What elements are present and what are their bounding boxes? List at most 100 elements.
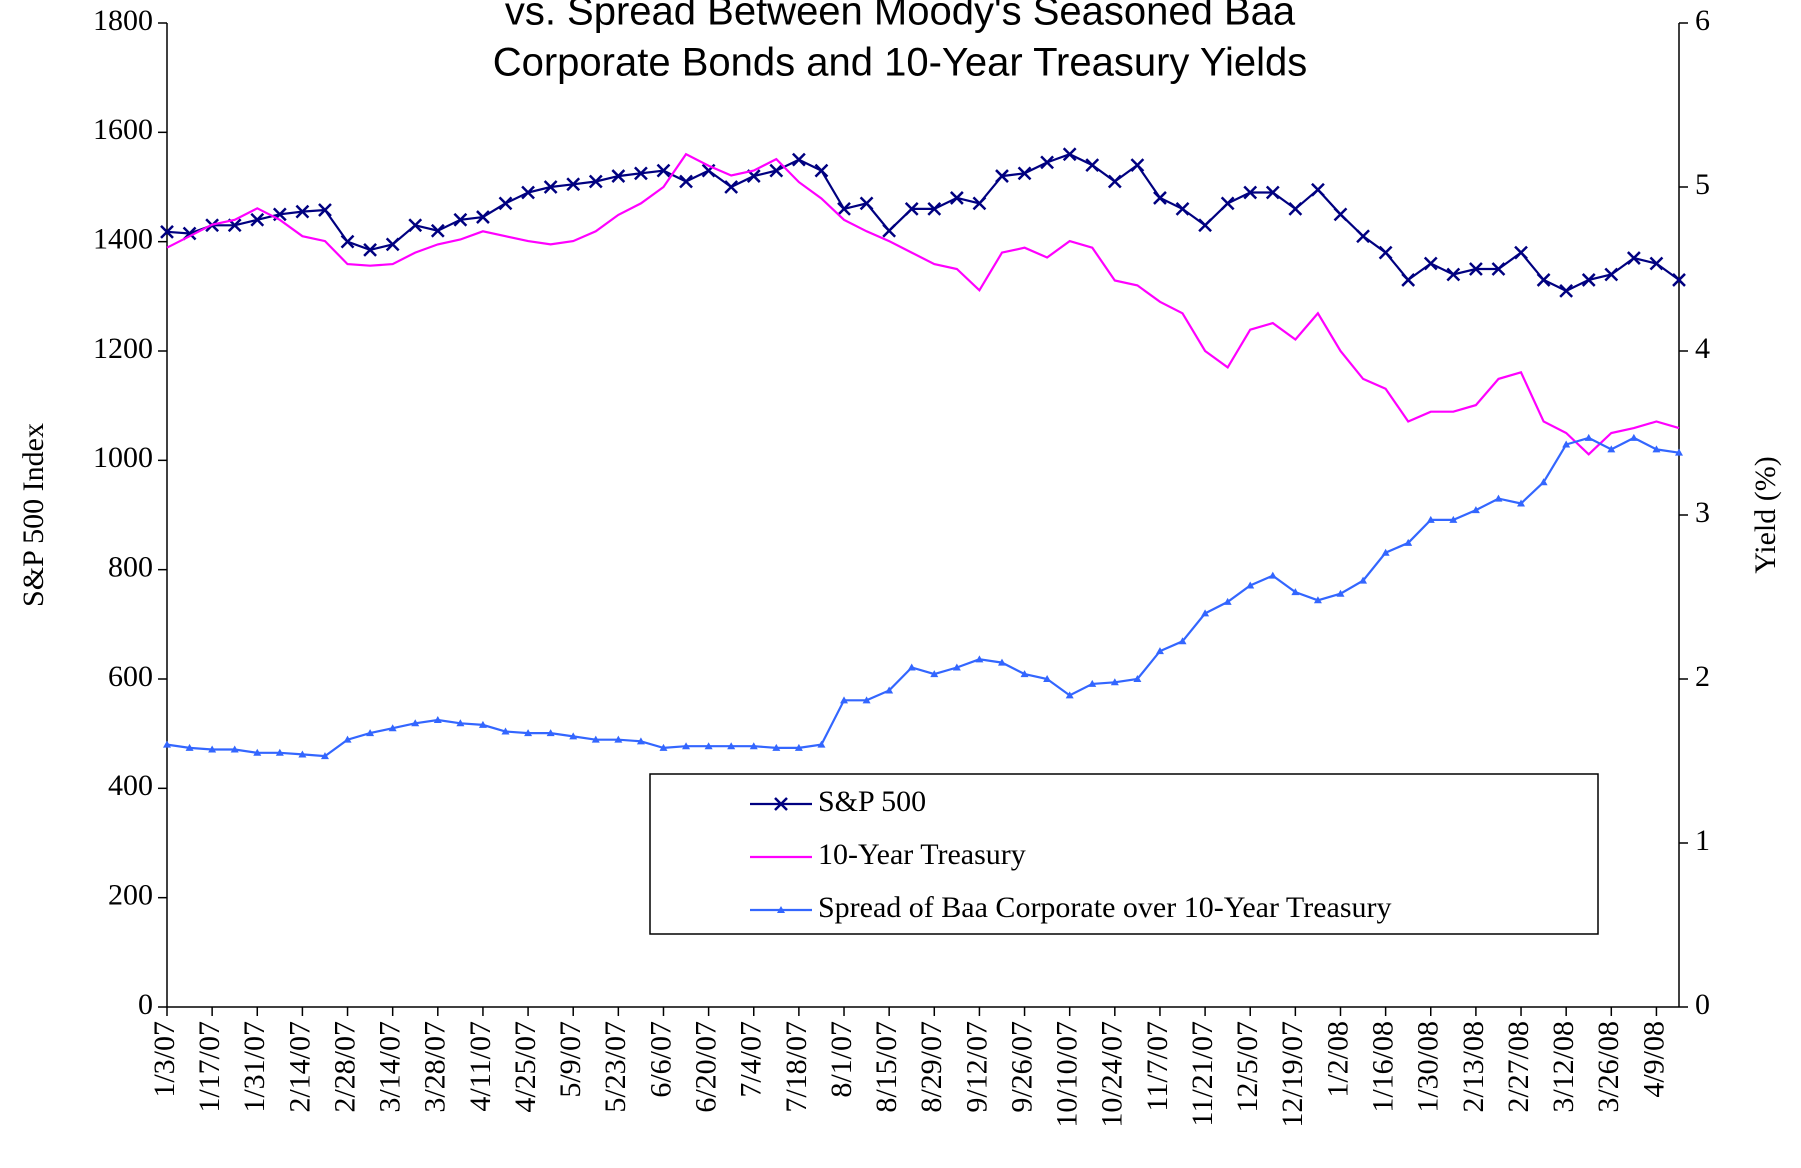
marker <box>185 743 194 751</box>
series-line <box>166 436 1680 758</box>
marker <box>927 201 942 216</box>
marker <box>295 204 310 219</box>
x-tick-label: 11/7/07 <box>1141 1021 1174 1112</box>
marker <box>1536 273 1551 287</box>
marker <box>1155 647 1164 655</box>
series-line <box>166 153 1680 293</box>
marker <box>1675 448 1683 456</box>
y2-tick-label: 1 <box>1695 824 1710 857</box>
marker <box>1426 515 1435 523</box>
marker <box>453 212 468 227</box>
marker <box>1175 201 1190 216</box>
marker <box>1491 262 1506 276</box>
marker <box>1584 433 1593 441</box>
marker <box>794 743 803 751</box>
marker <box>1268 571 1277 579</box>
y-tick-label: 400 <box>108 769 153 802</box>
marker <box>1539 478 1548 486</box>
marker <box>614 735 623 743</box>
marker <box>1469 262 1483 276</box>
marker <box>1288 201 1303 216</box>
y-axis-label: S&P 500 Index <box>17 423 50 607</box>
marker <box>930 670 939 678</box>
marker <box>388 724 397 732</box>
marker <box>160 224 174 239</box>
marker <box>1471 506 1480 514</box>
marker <box>634 166 648 181</box>
marker <box>774 797 788 811</box>
marker <box>298 750 307 758</box>
x-tick-label: 9/12/07 <box>960 1021 993 1113</box>
marker <box>679 174 693 189</box>
marker <box>949 191 964 205</box>
marker <box>433 716 442 723</box>
marker <box>1243 185 1258 200</box>
marker <box>814 163 829 178</box>
x-tick-label: 3/14/07 <box>374 1021 407 1113</box>
chart-title: vs. Spread Between Moody's Seasoned Baa <box>505 0 1296 34</box>
marker <box>569 732 578 740</box>
marker <box>1130 158 1145 173</box>
marker <box>340 234 355 249</box>
x-tick-label: 5/9/07 <box>554 1021 587 1098</box>
x-tick-label: 3/28/07 <box>419 1021 452 1113</box>
marker <box>1404 538 1413 546</box>
marker <box>772 743 781 751</box>
marker <box>1062 147 1077 162</box>
marker <box>859 196 874 211</box>
y2-tick-label: 6 <box>1695 4 1710 37</box>
marker <box>1020 670 1029 678</box>
y2-axis-label: Yield (%) <box>1749 456 1782 573</box>
y2-tick-label: 4 <box>1695 332 1710 365</box>
marker <box>1065 691 1074 699</box>
marker <box>975 655 984 663</box>
marker <box>1040 155 1055 170</box>
y-tick-label: 0 <box>138 988 153 1021</box>
marker <box>498 196 513 211</box>
marker <box>904 201 919 216</box>
marker <box>385 237 400 252</box>
marker <box>456 719 465 727</box>
marker <box>1626 251 1641 265</box>
x-tick-label: 8/1/07 <box>825 1021 858 1098</box>
marker <box>476 210 490 224</box>
x-tick-label: 1/3/07 <box>148 1021 181 1098</box>
marker <box>1333 207 1348 222</box>
y-tick-label: 1000 <box>93 441 153 474</box>
marker <box>1607 445 1616 453</box>
x-tick-label: 3/12/08 <box>1547 1021 1580 1113</box>
marker <box>546 729 555 737</box>
marker <box>208 745 217 753</box>
marker <box>1201 609 1210 617</box>
marker <box>588 174 603 189</box>
x-tick-label: 4/25/07 <box>509 1021 542 1113</box>
marker <box>318 203 332 217</box>
x-tick-label: 3/26/08 <box>1592 1021 1625 1113</box>
x-tick-label: 12/5/07 <box>1231 1021 1264 1113</box>
marker <box>1562 440 1571 448</box>
marker <box>1494 494 1503 502</box>
marker <box>995 169 1009 183</box>
x-tick-label: 12/19/07 <box>1276 1021 1309 1128</box>
x-tick-label: 11/21/07 <box>1186 1021 1219 1127</box>
marker <box>343 735 352 743</box>
x-tick-label: 8/29/07 <box>915 1021 948 1113</box>
marker <box>1559 283 1574 298</box>
marker <box>1085 158 1100 173</box>
marker <box>1652 445 1661 453</box>
marker <box>408 218 423 233</box>
x-tick-label: 2/27/08 <box>1502 1021 1535 1113</box>
marker <box>1107 174 1122 189</box>
marker <box>885 686 894 694</box>
marker <box>704 742 713 750</box>
legend-label: Spread of Baa Corporate over 10-Year Tre… <box>818 891 1392 924</box>
marker <box>1672 273 1686 287</box>
marker <box>1604 267 1619 282</box>
marker <box>656 163 671 178</box>
marker <box>1110 678 1119 686</box>
marker <box>430 223 445 238</box>
marker <box>952 663 961 671</box>
marker <box>840 696 849 704</box>
marker <box>478 720 487 728</box>
marker <box>411 719 420 727</box>
